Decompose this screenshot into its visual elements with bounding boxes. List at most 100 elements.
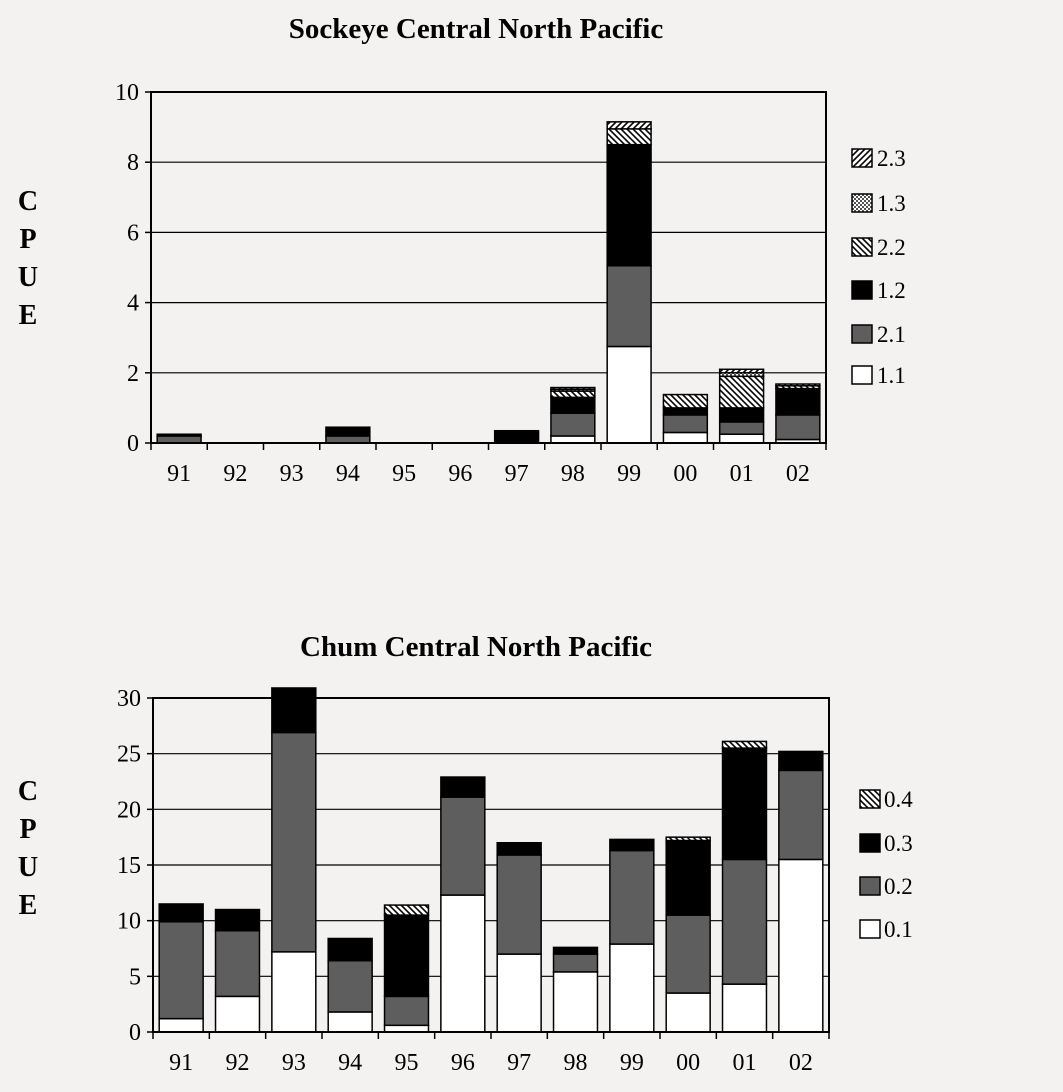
y-tick-label: 0 bbox=[127, 431, 139, 457]
legend-label: 0.1 bbox=[884, 917, 913, 942]
bar-segment-01-1.2 bbox=[718, 407, 765, 423]
bar-segment-00-1.1 bbox=[662, 431, 709, 444]
bar-segment-97-0.2 bbox=[496, 854, 542, 955]
legend-item: 0.3 bbox=[859, 831, 913, 856]
bar-segment-02-0.2 bbox=[778, 769, 824, 861]
bar-segment-02-0.3 bbox=[778, 750, 824, 772]
chart-title: Sockeye Central North Pacific bbox=[289, 13, 664, 45]
x-tick-label: 00 bbox=[676, 1050, 700, 1076]
legend-swatch-0-2 bbox=[859, 876, 881, 896]
legend-label: 2.1 bbox=[877, 322, 906, 347]
y-tick-label: 0 bbox=[129, 1020, 141, 1046]
x-tick-label: 97 bbox=[507, 1050, 531, 1076]
x-tick-label: 01 bbox=[730, 461, 754, 487]
y-tick-label: 20 bbox=[117, 797, 141, 823]
legend-item: 1.1 bbox=[851, 363, 906, 388]
bar-segment-95-0.2 bbox=[383, 995, 430, 1027]
chart-chum: Chum Central North Pacific C P U E 0 5 10 1… bbox=[18, 631, 913, 1076]
legend-item: 0.1 bbox=[859, 917, 913, 942]
bar-segment-96-0.1 bbox=[440, 894, 486, 1033]
chart-sockeye: Sockeye Central North Pacific C P U E 0 2… bbox=[18, 13, 906, 487]
bar-segment-96-0.2 bbox=[440, 796, 486, 896]
bar-segment-91-0.1 bbox=[158, 1017, 204, 1033]
x-tick-label: 00 bbox=[673, 461, 697, 487]
bar-segment-99-0.3 bbox=[609, 838, 655, 852]
bar-segment-94-0.2 bbox=[327, 959, 373, 1013]
legend-label: 0.4 bbox=[884, 787, 913, 812]
bar-segment-01-2.2 bbox=[718, 375, 765, 409]
legend-swatch-1-1 bbox=[851, 365, 873, 385]
bar-segment-98-2.3 bbox=[550, 386, 596, 391]
y-axis-label: C P U E bbox=[18, 186, 38, 331]
bar-segment-98-0.3 bbox=[552, 946, 599, 955]
y-tick-label: 10 bbox=[117, 909, 141, 935]
legend-label: 0.3 bbox=[884, 831, 913, 856]
x-tick-label: 99 bbox=[617, 461, 641, 487]
x-tick-label: 96 bbox=[451, 1050, 475, 1076]
legend-item: 1.3 bbox=[851, 191, 906, 216]
bar-segment-99-2.3 bbox=[606, 121, 652, 130]
bar-segment-98-0.1 bbox=[552, 971, 599, 1033]
x-tick-label: 99 bbox=[620, 1050, 644, 1076]
y-axis-label-letter: U bbox=[18, 262, 38, 293]
bar-segment-00-0.3 bbox=[665, 839, 711, 916]
bar-segment-99-1.2 bbox=[606, 143, 652, 267]
y-axis-label-letter: P bbox=[19, 224, 36, 255]
bar-segment-92-0.2 bbox=[214, 929, 261, 998]
y-axis-label-letter: P bbox=[19, 814, 36, 845]
bar-segment-94-1.2 bbox=[325, 426, 371, 437]
x-tick-label: 01 bbox=[733, 1050, 757, 1076]
y-axis-label-letter: U bbox=[18, 852, 38, 883]
bar-segment-00-2.1 bbox=[662, 414, 709, 434]
legend: 2.3 1.3 2.2 1.2 2.1 1.1 bbox=[851, 146, 906, 388]
x-tick-label: 94 bbox=[338, 1050, 362, 1076]
x-tick-label: 02 bbox=[789, 1050, 813, 1076]
legend-label: 2.2 bbox=[877, 235, 906, 260]
bar-segment-94-0.1 bbox=[327, 1011, 373, 1033]
bar-segment-91-2.1 bbox=[156, 435, 202, 444]
x-tick-label: 94 bbox=[336, 461, 360, 487]
x-tick-label: 91 bbox=[169, 1050, 193, 1076]
y-tick-label: 25 bbox=[117, 742, 141, 768]
y-axis-label: C P U E bbox=[18, 776, 38, 921]
legend-swatch-0-3 bbox=[859, 833, 881, 853]
x-tick-label: 95 bbox=[395, 1050, 419, 1076]
y-tick-label: 10 bbox=[115, 80, 139, 106]
plot-area: 0 5 10 15 20 25 30 91 92 93 94 95 96 97 98 99 00 01 02 bbox=[117, 686, 830, 1076]
legend-swatch-1-2 bbox=[851, 280, 873, 300]
x-tick-label: 95 bbox=[392, 461, 416, 487]
legend-label: 1.2 bbox=[877, 278, 906, 303]
bar-segment-00-2.2 bbox=[662, 393, 709, 409]
bar-segment-94-0.3 bbox=[327, 937, 373, 962]
bar-segment-95-0.4 bbox=[383, 904, 430, 916]
y-tick-label: 8 bbox=[127, 150, 139, 176]
x-tick-label: 98 bbox=[561, 461, 585, 487]
y-tick-label: 2 bbox=[127, 361, 139, 387]
bar-segment-97-0.3 bbox=[496, 841, 542, 856]
bar-segment-92-0.3 bbox=[214, 908, 261, 932]
legend-swatch-0-4 bbox=[859, 789, 881, 809]
bar-segment-96-0.3 bbox=[440, 776, 486, 798]
x-tick-label: 92 bbox=[223, 461, 247, 487]
bar-segment-97-1.2 bbox=[493, 429, 540, 444]
bar-segment-98-1.2 bbox=[550, 396, 596, 414]
bar-segment-91-0.2 bbox=[158, 921, 204, 1020]
bar-segment-02-0.1 bbox=[778, 858, 824, 1033]
y-tick-label: 4 bbox=[127, 291, 139, 317]
legend-item: 0.4 bbox=[859, 787, 913, 812]
y-axis-label-letter: C bbox=[18, 186, 38, 217]
bar-segment-99-0.2 bbox=[609, 849, 655, 945]
x-tick-label: 98 bbox=[564, 1050, 588, 1076]
bar-segment-91-1.2 bbox=[156, 433, 202, 437]
bar-segment-91-0.3 bbox=[158, 903, 204, 923]
legend-item: 2.2 bbox=[851, 235, 906, 260]
x-tick-label: 93 bbox=[280, 461, 304, 487]
bar-segment-97-0.1 bbox=[496, 953, 542, 1033]
bar-segment-95-0.1 bbox=[383, 1024, 430, 1033]
bar-segment-99-0.1 bbox=[609, 943, 655, 1033]
bar-segment-93-0.3 bbox=[271, 687, 317, 734]
bar-segment-01-0.3 bbox=[721, 747, 768, 861]
legend: 0.4 0.3 0.2 0.1 bbox=[859, 787, 913, 942]
legend-label: 1.3 bbox=[877, 191, 906, 216]
